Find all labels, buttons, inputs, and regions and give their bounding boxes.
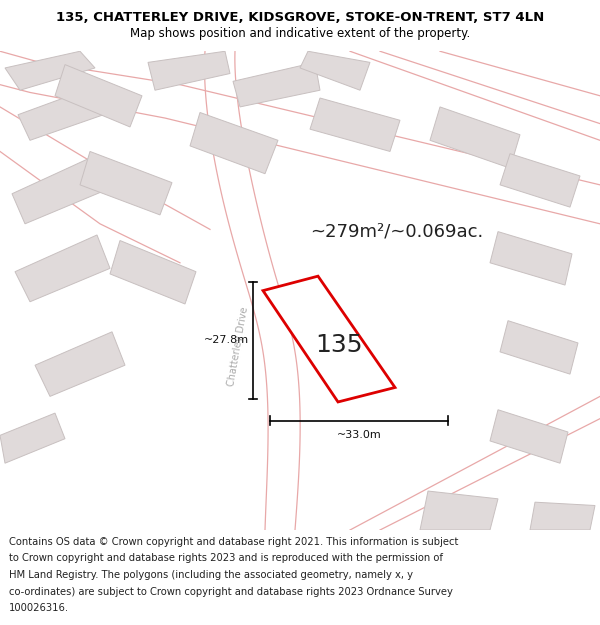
Polygon shape: [310, 98, 400, 151]
Polygon shape: [148, 51, 230, 90]
Polygon shape: [530, 502, 595, 530]
Polygon shape: [35, 332, 125, 396]
Text: 135: 135: [315, 332, 362, 357]
Polygon shape: [5, 51, 95, 90]
Polygon shape: [500, 154, 580, 207]
Polygon shape: [490, 232, 572, 285]
Polygon shape: [0, 107, 210, 262]
Text: ~279m²/~0.069ac.: ~279m²/~0.069ac.: [310, 222, 483, 241]
Polygon shape: [12, 157, 105, 224]
Polygon shape: [263, 276, 395, 402]
Text: ~27.8m: ~27.8m: [204, 335, 249, 345]
Polygon shape: [300, 51, 370, 90]
Polygon shape: [350, 396, 600, 530]
Polygon shape: [190, 112, 278, 174]
Polygon shape: [18, 84, 110, 141]
Text: to Crown copyright and database rights 2023 and is reproduced with the permissio: to Crown copyright and database rights 2…: [9, 553, 443, 563]
Polygon shape: [110, 241, 196, 304]
Text: co-ordinates) are subject to Crown copyright and database rights 2023 Ordnance S: co-ordinates) are subject to Crown copyr…: [9, 586, 453, 596]
Polygon shape: [15, 235, 110, 302]
Text: 100026316.: 100026316.: [9, 603, 69, 613]
Polygon shape: [420, 491, 498, 530]
Polygon shape: [233, 62, 320, 107]
Polygon shape: [490, 410, 568, 463]
Polygon shape: [0, 51, 600, 224]
Polygon shape: [0, 413, 65, 463]
Text: HM Land Registry. The polygons (including the associated geometry, namely x, y: HM Land Registry. The polygons (includin…: [9, 570, 413, 580]
Polygon shape: [500, 321, 578, 374]
Text: 135, CHATTERLEY DRIVE, KIDSGROVE, STOKE-ON-TRENT, ST7 4LN: 135, CHATTERLEY DRIVE, KIDSGROVE, STOKE-…: [56, 11, 544, 24]
Polygon shape: [205, 51, 300, 530]
Polygon shape: [80, 151, 172, 215]
Polygon shape: [430, 107, 520, 168]
Text: Map shows position and indicative extent of the property.: Map shows position and indicative extent…: [130, 27, 470, 40]
Text: Chatterley Drive: Chatterley Drive: [226, 306, 250, 387]
Text: Contains OS data © Crown copyright and database right 2021. This information is : Contains OS data © Crown copyright and d…: [9, 537, 458, 547]
Polygon shape: [55, 64, 142, 127]
Text: ~33.0m: ~33.0m: [337, 430, 382, 440]
